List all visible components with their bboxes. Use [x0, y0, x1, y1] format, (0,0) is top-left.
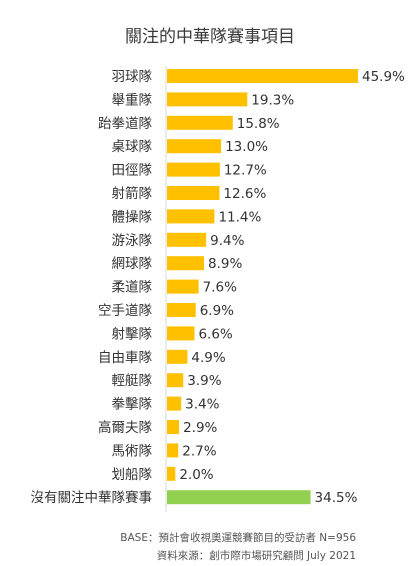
value-label: 34.5% — [315, 490, 358, 506]
category-label: 沒有關注中華隊賽事 — [31, 489, 153, 506]
value-label: 2.0% — [179, 467, 213, 483]
value-label: 3.4% — [185, 397, 219, 413]
bar — [167, 115, 233, 130]
bar — [167, 232, 207, 247]
category-label: 跆拳道隊 — [98, 116, 152, 132]
bar — [167, 443, 179, 458]
value-label: 6.9% — [200, 303, 234, 319]
value-label: 8.9% — [208, 256, 242, 272]
value-label: 7.6% — [203, 280, 237, 296]
bar — [167, 420, 180, 434]
category-label: 柔道隊 — [112, 280, 153, 296]
value-label: 19.3% — [251, 92, 294, 108]
bar — [167, 373, 184, 388]
category-label: 網球隊 — [112, 256, 153, 272]
category-label: 舉重隊 — [112, 92, 153, 108]
bar — [167, 490, 311, 505]
category-label: 射擊隊 — [112, 325, 153, 342]
bar — [167, 396, 182, 411]
value-label: 9.4% — [210, 233, 244, 249]
bar — [167, 279, 199, 294]
footer-source-note: 資料來源：創市際市場研究顧問 July 2021 — [156, 550, 356, 562]
value-label: 12.6% — [223, 186, 266, 202]
bar — [167, 162, 220, 177]
category-label: 輕艇隊 — [112, 373, 153, 389]
value-label: 45.9% — [362, 69, 405, 85]
bar — [167, 186, 220, 200]
value-label: 12.7% — [224, 163, 267, 179]
value-label: 15.8% — [237, 116, 280, 132]
category-label: 空手道隊 — [98, 303, 152, 319]
bar — [167, 92, 248, 107]
category-label: 桌球隊 — [112, 139, 153, 155]
category-label: 自由車隊 — [98, 350, 152, 366]
category-label: 射箭隊 — [112, 185, 153, 202]
value-label: 11.4% — [218, 209, 261, 225]
chart-title: 關注的中華隊賽事項目 — [125, 27, 295, 47]
bar — [167, 256, 205, 271]
bar — [167, 209, 215, 224]
category-label: 馬術隊 — [112, 443, 153, 459]
category-label: 田徑隊 — [112, 163, 153, 179]
category-label: 高爾夫隊 — [98, 419, 152, 436]
value-label: 2.9% — [183, 420, 217, 436]
value-label: 4.9% — [191, 350, 225, 366]
category-label: 拳擊隊 — [112, 396, 153, 413]
value-label: 6.6% — [198, 326, 232, 342]
value-label: 13.0% — [225, 139, 268, 155]
bar — [167, 349, 188, 364]
bar-chart: 羽球隊 45.9% 舉重隊 19.3% 跆拳道隊 15.8% 桌球隊 13.0% 田徑隊 12.7… — [31, 66, 405, 512]
category-label: 羽球隊 — [112, 69, 153, 85]
bar — [167, 69, 358, 83]
bar — [167, 326, 195, 341]
value-label: 3.9% — [187, 373, 221, 389]
category-label: 體操隊 — [112, 209, 153, 225]
category-label: 划船隊 — [112, 467, 153, 483]
bar — [167, 139, 222, 154]
category-label: 游泳隊 — [112, 233, 153, 249]
footer-base-note: BASE：預計會收視奧運競賽節目的受訪者 N=956 — [120, 532, 356, 544]
value-label: 2.7% — [182, 443, 216, 459]
bar — [167, 466, 176, 481]
bar — [167, 303, 196, 317]
